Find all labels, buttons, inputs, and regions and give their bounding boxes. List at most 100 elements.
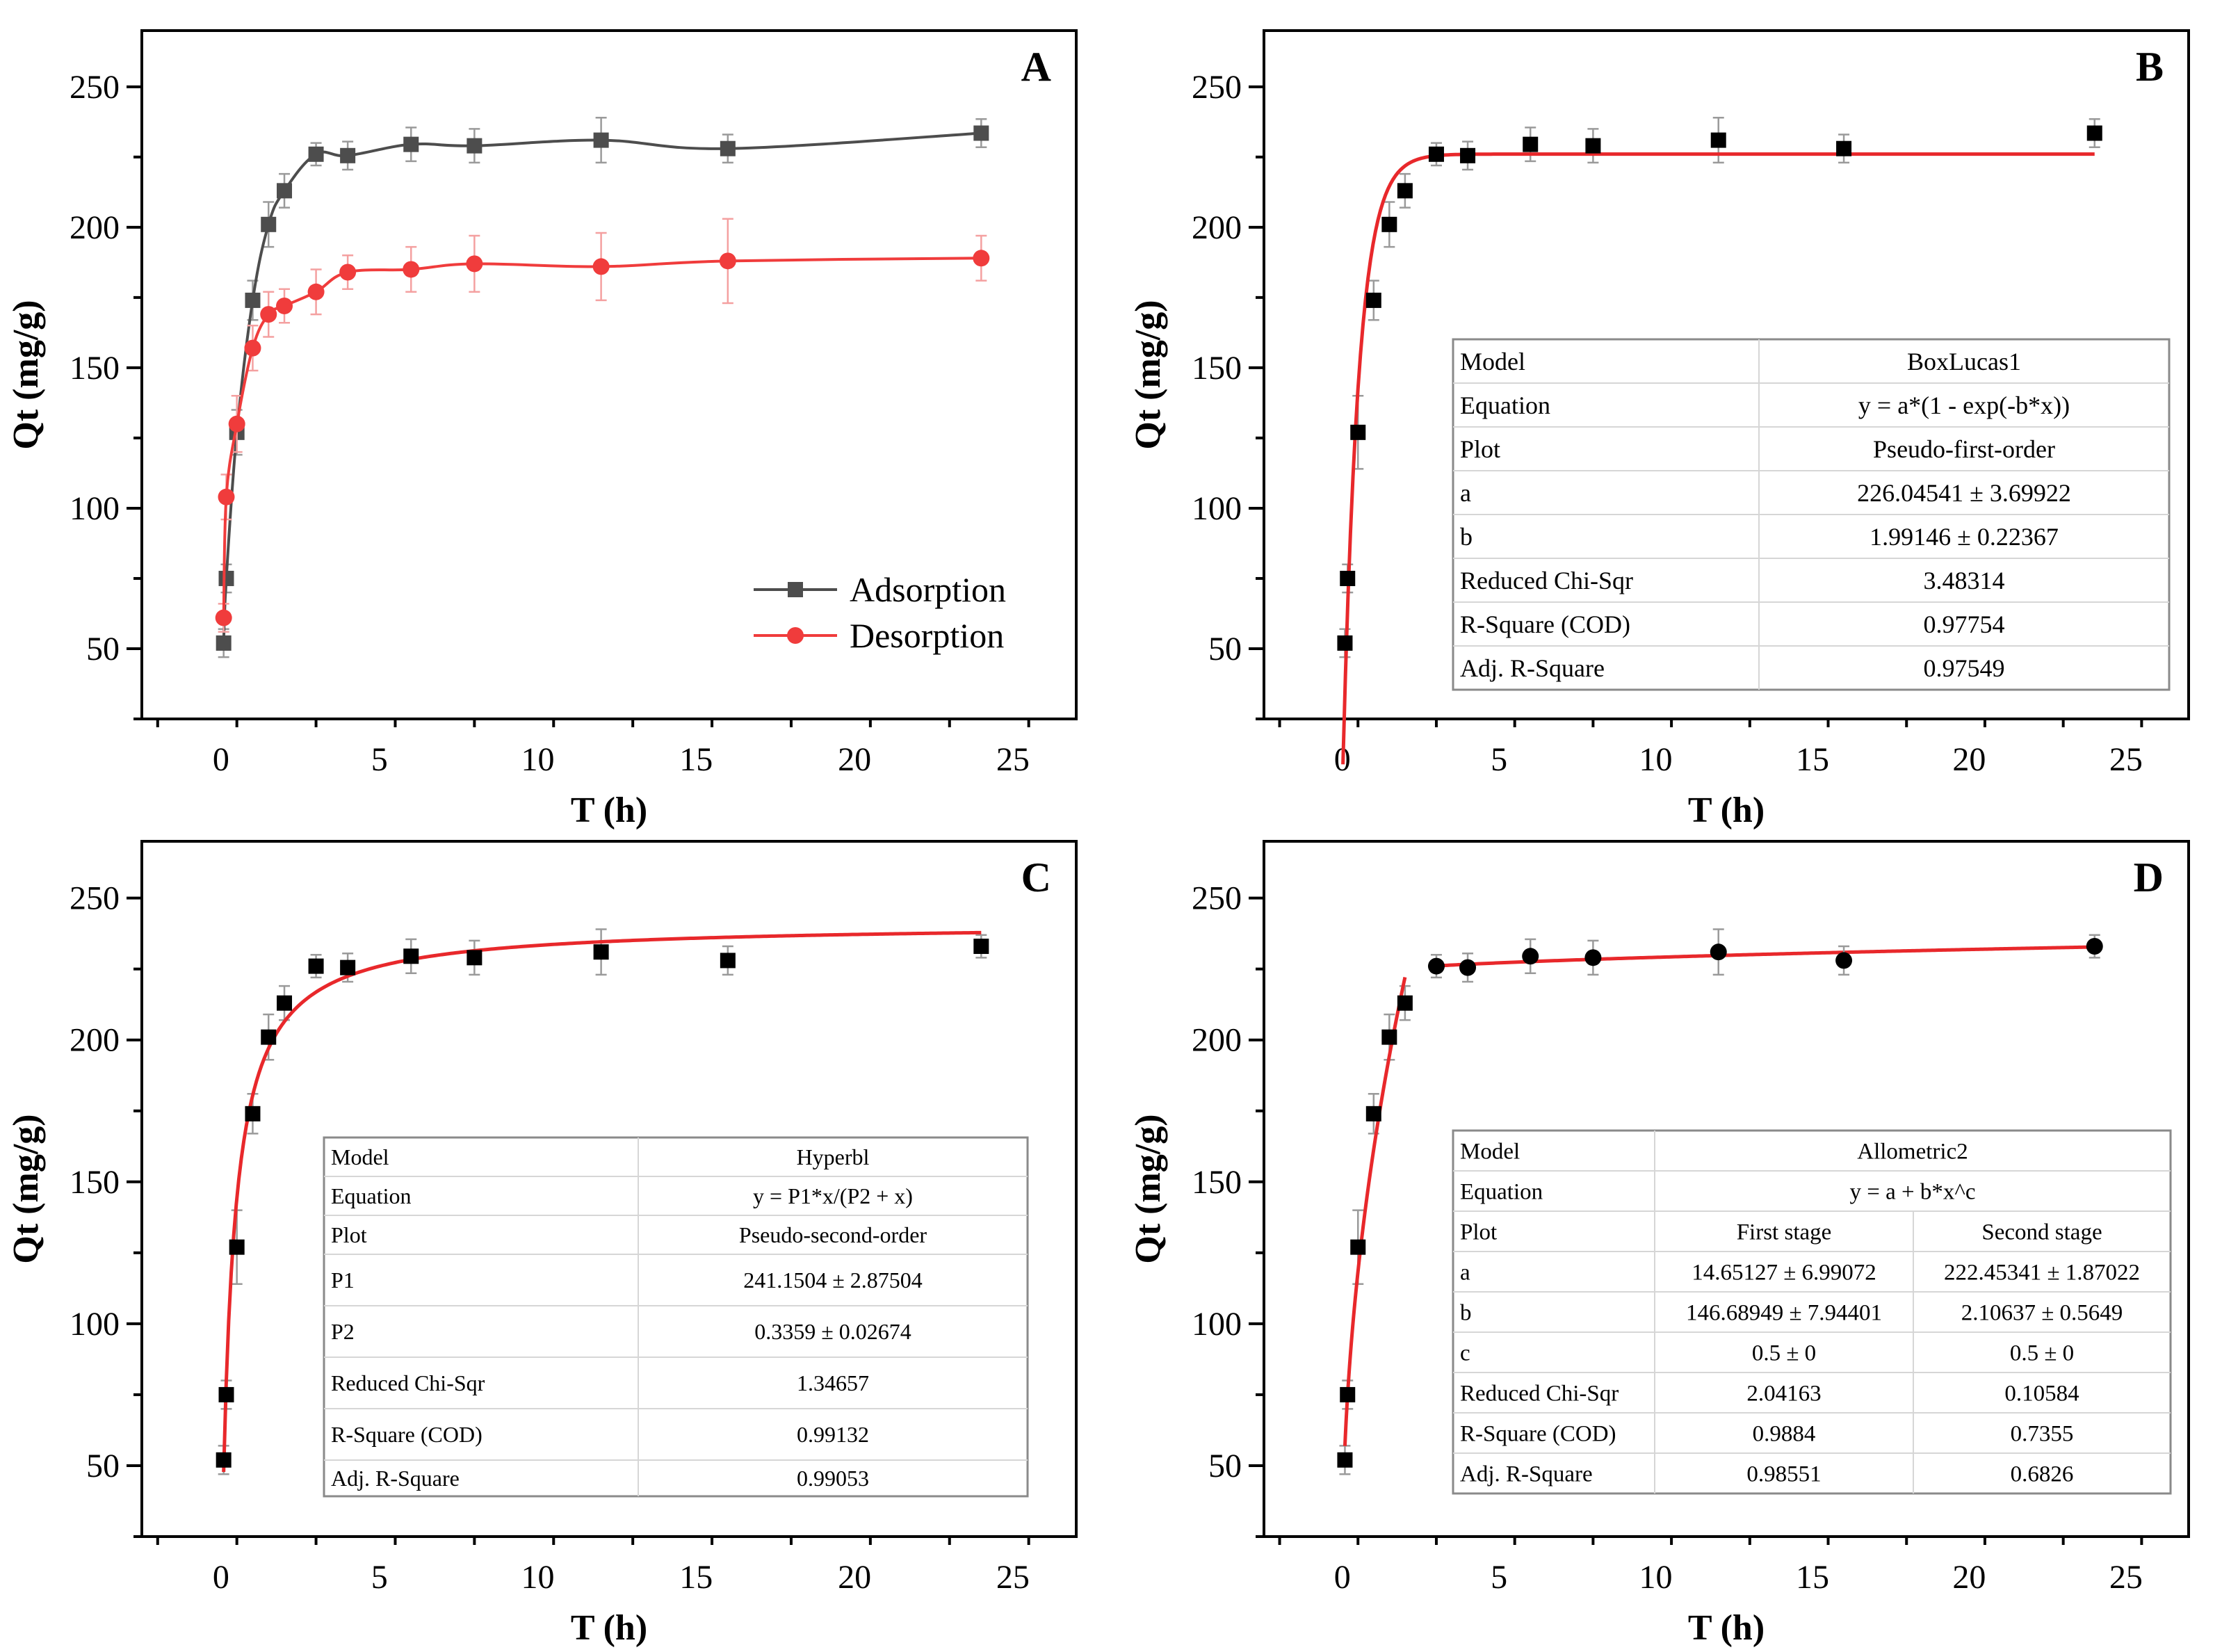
table-row-label: Adj. R-Square (331, 1466, 460, 1491)
data-point-stage2 (1522, 948, 1539, 965)
data-point (216, 1452, 232, 1468)
table-cell-value: 222.45341 ± 1.87022 (1944, 1261, 2140, 1286)
fit-curve-stage-1 (1343, 976, 1407, 1446)
data-point-adsorption (308, 146, 324, 162)
x-tick-label: 15 (1796, 1559, 1829, 1596)
y-tick-label: 200 (70, 1022, 120, 1059)
data-point-desorption (260, 306, 277, 323)
data-point (1350, 1239, 1366, 1255)
data-point-adsorption (245, 292, 261, 308)
table-row-label: Model (331, 1144, 389, 1169)
table-cell-value: y = a + b*x^c (1849, 1180, 1975, 1205)
table-row-label: P2 (331, 1319, 355, 1344)
data-point (277, 995, 293, 1011)
x-tick-label: 15 (679, 1559, 713, 1596)
y-axis-label: Qt (mg/g) (1128, 300, 1168, 449)
table-row-label: Adj. R-Square (1460, 1462, 1593, 1487)
table-cell-value: 241.1504 ± 2.87504 (743, 1268, 923, 1293)
data-point-desorption (215, 609, 232, 626)
panel-label: B (2136, 44, 2164, 90)
data-point-desorption (339, 264, 357, 281)
y-tick-label: 50 (86, 1448, 120, 1484)
x-tick-label: 10 (1639, 741, 1673, 778)
x-tick-label: 15 (1796, 741, 1829, 778)
data-point-desorption (276, 298, 293, 314)
y-tick-label: 250 (1192, 69, 1242, 106)
data-point (1340, 570, 1356, 586)
data-point (720, 953, 736, 969)
data-point (1337, 1452, 1353, 1468)
data-point-stage2 (1427, 957, 1445, 975)
y-tick-label: 250 (70, 69, 120, 106)
table-row-label: Reduced Chi-Sqr (331, 1370, 485, 1395)
data-point (1397, 183, 1413, 199)
x-tick-label: 20 (838, 1559, 871, 1596)
x-tick-label: 25 (996, 1559, 1030, 1596)
data-point-adsorption (340, 147, 356, 163)
table-cell-value: BoxLucas1 (1907, 348, 2021, 375)
table-cell-value: 0.7355 (2011, 1422, 2074, 1447)
y-axis-label: Qt (mg/g) (1128, 1114, 1168, 1263)
data-point-desorption (592, 258, 610, 275)
table-cell-value: y = P1*x/(P2 + x) (753, 1183, 913, 1208)
x-tick-label: 10 (521, 741, 554, 778)
data-point (1585, 138, 1601, 154)
table-cell-value: Second stage (1981, 1220, 2102, 1245)
y-tick-label: 50 (86, 631, 120, 667)
table-row-label: Model (1460, 348, 1525, 375)
data-point (308, 958, 324, 974)
legend-marker (787, 627, 804, 644)
data-point-desorption (719, 252, 736, 270)
y-tick-label: 150 (1192, 350, 1242, 387)
y-axis-label: Qt (mg/g) (6, 1114, 46, 1263)
table-row-label: a (1460, 479, 1471, 507)
y-tick-label: 100 (1192, 1306, 1242, 1343)
data-point-adsorption (216, 635, 232, 651)
table-cell-value: 0.97549 (1924, 654, 2005, 682)
data-point (245, 1106, 261, 1121)
data-point (1381, 1029, 1397, 1045)
data-point-adsorption (218, 570, 234, 586)
fit-parameter-table: Model BoxLucas1 Equation y = a*(1 - exp(-b*… (1452, 338, 2171, 691)
y-tick-label: 250 (1192, 880, 1242, 917)
legend-label: Desorption (850, 616, 1004, 655)
data-point (218, 1386, 234, 1402)
x-tick-label: 25 (996, 741, 1030, 778)
y-tick-label: 100 (70, 1306, 120, 1343)
data-point (1365, 1106, 1381, 1121)
table-row-label: Model (1460, 1140, 1520, 1165)
data-point-adsorption (467, 138, 482, 154)
table-row-label: c (1460, 1341, 1470, 1366)
x-tick-label: 10 (521, 1559, 554, 1596)
data-point-stage2 (1835, 952, 1853, 969)
data-point-adsorption (403, 136, 419, 152)
fit-parameter-table: Model Hyperbl Equation y = P1*x/(P2 + x) Plo… (323, 1136, 1029, 1498)
legend-marker (788, 582, 803, 597)
data-point (1340, 1386, 1356, 1402)
data-point-stage2 (1710, 944, 1727, 961)
table-cell-value: 0.5 ± 0 (1752, 1341, 1816, 1366)
x-tick-label: 5 (1491, 1559, 1507, 1596)
y-tick-label: 100 (70, 490, 120, 527)
data-point-desorption (228, 415, 245, 432)
y-tick-label: 200 (70, 209, 120, 246)
fit-curve-stage-2 (1436, 945, 2095, 968)
data-point (1365, 292, 1381, 308)
x-tick-label: 25 (2109, 741, 2143, 778)
x-tick-label: 20 (1952, 1559, 1986, 1596)
table-border (1452, 1129, 2172, 1495)
data-point-stage2 (2086, 938, 2103, 955)
y-tick-label: 150 (70, 350, 120, 387)
table-cell-value: First stage (1737, 1220, 1832, 1245)
data-point-desorption (307, 283, 325, 300)
fit-curve (222, 930, 982, 1473)
data-point-adsorption (261, 216, 277, 232)
table-cell-value: 2.10637 ± 0.5649 (1961, 1301, 2123, 1326)
x-axis-label: T (h) (571, 791, 647, 830)
table-cell-value: Hyperbl (797, 1144, 870, 1169)
table-cell-value: Pseudo-first-order (1873, 435, 2055, 463)
data-point (1428, 146, 1444, 162)
table-row-label: Plot (1460, 1220, 1497, 1245)
data-point-desorption (244, 339, 261, 357)
panel-label: A (1021, 44, 1051, 90)
